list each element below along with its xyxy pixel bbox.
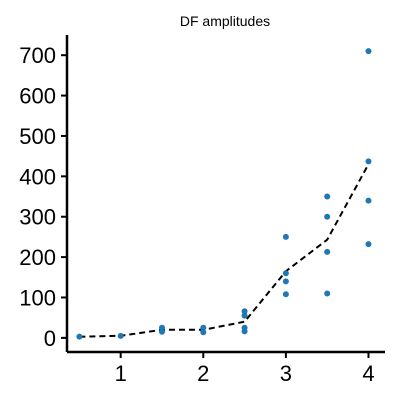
data-point xyxy=(365,241,372,248)
data-point xyxy=(241,308,248,315)
trend-line xyxy=(79,163,370,338)
data-point xyxy=(200,329,207,336)
data-point xyxy=(117,332,124,339)
plot-area: 0 100 200 300 400 500 600 700 1 2 3 4 xyxy=(19,35,385,386)
data-point xyxy=(282,278,289,285)
x-tick-label: 4 xyxy=(362,361,374,386)
data-point xyxy=(76,333,83,340)
data-point xyxy=(158,324,165,331)
data-point xyxy=(324,213,331,220)
data-point xyxy=(200,324,207,331)
data-point xyxy=(324,248,331,255)
x-tick-label: 2 xyxy=(197,361,209,386)
x-tick-label: 1 xyxy=(115,361,127,386)
y-tick-label: 200 xyxy=(19,245,56,270)
data-point xyxy=(365,197,372,204)
y-tick-label: 300 xyxy=(19,205,56,230)
data-point xyxy=(241,312,248,319)
y-tick-label: 100 xyxy=(19,285,56,310)
chart-title: DF amplitudes xyxy=(180,13,270,29)
data-point xyxy=(324,290,331,297)
data-point xyxy=(282,233,289,240)
data-point xyxy=(365,158,372,165)
data-point xyxy=(241,324,248,331)
y-tick-label: 600 xyxy=(19,84,56,109)
data-point xyxy=(282,291,289,298)
data-point xyxy=(324,193,331,200)
y-tick-label: 700 xyxy=(19,43,56,68)
x-tick-label: 3 xyxy=(280,361,292,386)
data-point xyxy=(282,270,289,277)
y-tick-label: 0 xyxy=(44,326,56,351)
y-tick-label: 400 xyxy=(19,164,56,189)
data-point xyxy=(365,48,372,55)
y-tick-label: 500 xyxy=(19,124,56,149)
